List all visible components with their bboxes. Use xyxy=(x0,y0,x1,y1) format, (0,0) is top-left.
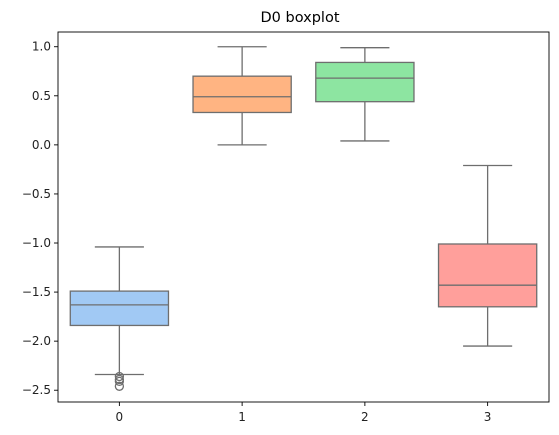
plot-area xyxy=(69,46,538,391)
outlier-point xyxy=(114,381,125,391)
iqr-box xyxy=(437,243,538,308)
box-group-1 xyxy=(192,46,292,146)
y-tick-label: −2.5 xyxy=(22,383,51,397)
x-tick-label: 1 xyxy=(238,410,246,424)
x-tick-label: 0 xyxy=(116,410,124,424)
y-tick-label: −1.5 xyxy=(22,285,51,299)
iqr-box xyxy=(192,75,292,114)
box-group-0 xyxy=(69,246,170,391)
outlier-point xyxy=(114,376,125,387)
y-tick-label: −0.5 xyxy=(22,187,51,201)
chart-title: D0 boxplot xyxy=(261,10,340,26)
y-tick-label: −1.0 xyxy=(22,236,51,250)
box-group-3 xyxy=(437,164,538,347)
iqr-box xyxy=(315,61,415,103)
x-tick-label: 3 xyxy=(484,410,492,424)
box-group-2 xyxy=(315,47,415,142)
axes-frame xyxy=(57,31,550,403)
y-tick-label: 0.0 xyxy=(32,138,51,152)
y-tick-label: 0.5 xyxy=(32,89,51,103)
x-tick-label: 2 xyxy=(361,410,369,424)
iqr-box xyxy=(69,290,170,327)
y-tick-label: −2.0 xyxy=(22,334,51,348)
y-tick-label: 1.0 xyxy=(32,40,51,54)
outlier-point xyxy=(114,371,125,382)
